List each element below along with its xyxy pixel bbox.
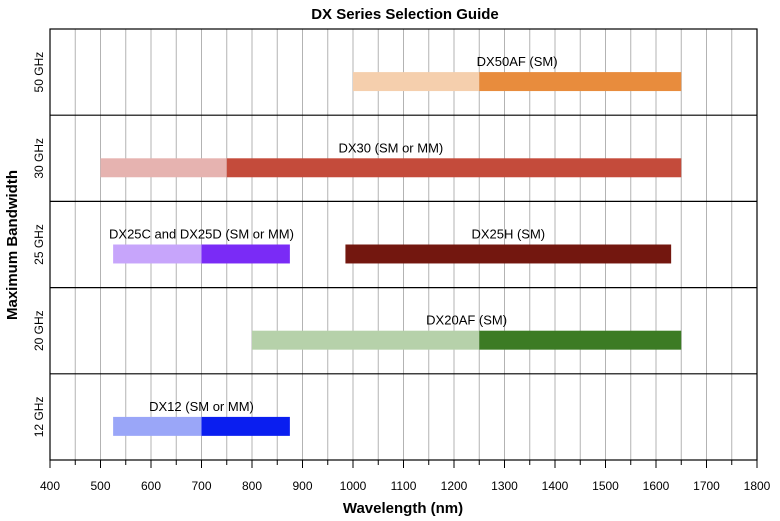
bar-dark-segment — [479, 72, 682, 92]
x-tick-label: 1700 — [693, 479, 720, 493]
row-labels: 50 GHz 30 GHz 25 GHz 20 GHz 12 GHz — [32, 52, 46, 437]
bar-light-segment — [353, 72, 480, 92]
bar-light-segment — [113, 416, 202, 436]
row-label: 25 GHz — [32, 224, 46, 265]
bar-light-segment — [100, 158, 227, 178]
y-axis-label: Maximum Bandwidth — [4, 170, 21, 320]
x-tick-label: 1100 — [391, 479, 417, 493]
x-tick-label: 700 — [191, 479, 211, 493]
x-axis-label: Wavelength (nm) — [343, 500, 463, 517]
x-tick-label: 1800 — [744, 479, 771, 493]
x-tick-label: 900 — [292, 479, 312, 493]
row-label: 50 GHz — [32, 52, 46, 93]
x-tick-label: 1300 — [491, 479, 518, 493]
bar-label: DX50AF (SM) — [477, 54, 558, 69]
x-tick-label: 400 — [40, 479, 60, 493]
bar-dark-segment — [226, 158, 682, 178]
bar-dark-segment — [201, 416, 290, 436]
bar-dark-segment — [345, 244, 672, 264]
row-label: 12 GHz — [32, 397, 46, 438]
bar-label: DX12 (SM or MM) — [149, 399, 254, 414]
bar-light-segment — [113, 244, 202, 264]
bar-light-segment — [252, 330, 480, 350]
x-axis-ticks: 400 500 600 700 800 900 1000 1100 1200 1300 1400 15… — [40, 460, 771, 493]
row-label: 30 GHz — [32, 138, 46, 179]
bar-label: DX25C and DX25D (SM or MM) — [109, 227, 294, 242]
bar-labels: DX50AF (SM) DX30 (SM or MM) DX25C and DX25… — [109, 54, 558, 414]
x-tick-label: 1000 — [340, 479, 367, 493]
x-tick-label: 1600 — [643, 479, 670, 493]
bars — [100, 72, 682, 436]
x-tick-label: 1200 — [441, 479, 468, 493]
x-tick-label: 800 — [242, 479, 262, 493]
x-tick-label: 1500 — [592, 479, 619, 493]
row-label: 20 GHz — [32, 310, 46, 351]
bar-dark-segment — [479, 330, 682, 350]
bar-dark-segment — [201, 244, 290, 264]
x-tick-label: 600 — [141, 479, 161, 493]
bar-label: DX25H (SM) — [471, 227, 545, 242]
chart-title: DX Series Selection Guide — [311, 6, 499, 23]
x-tick-label: 500 — [90, 479, 110, 493]
x-tick-label: 1400 — [542, 479, 569, 493]
bar-label: DX20AF (SM) — [426, 313, 507, 328]
bar-label: DX30 (SM or MM) — [339, 140, 444, 155]
